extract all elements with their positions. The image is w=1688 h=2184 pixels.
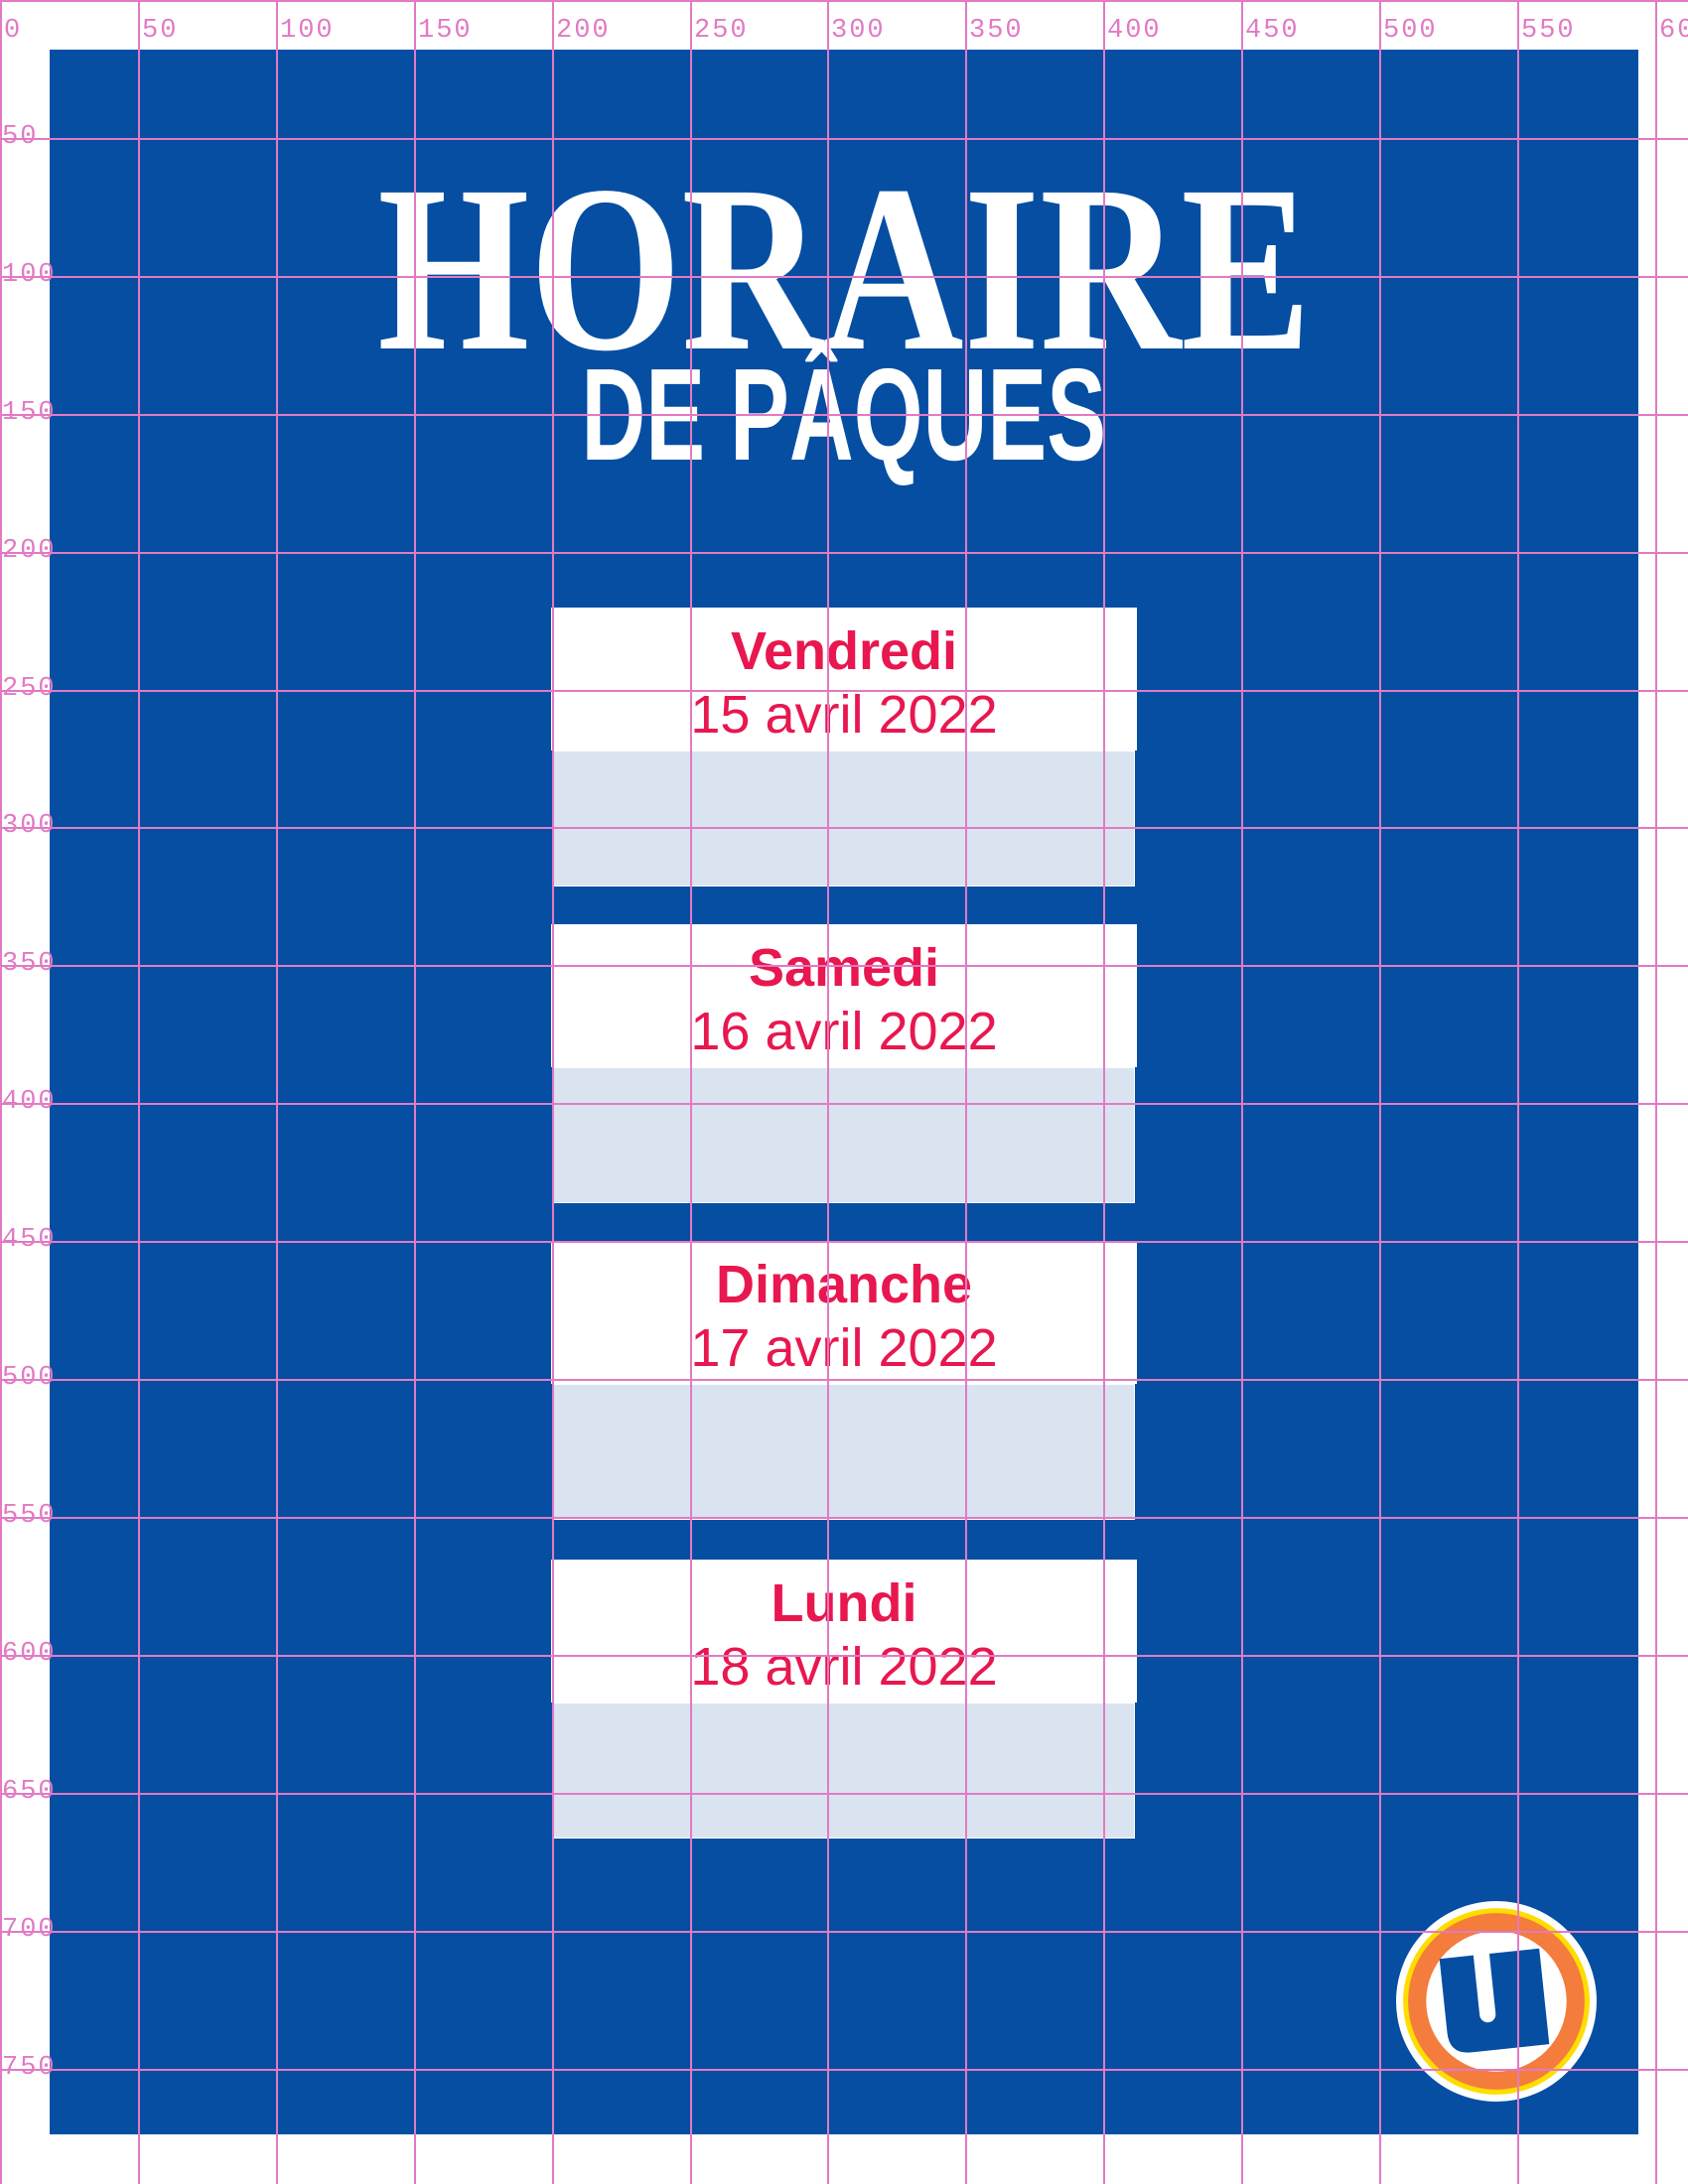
card-header: Vendredi 15 avril 2022 <box>551 608 1137 751</box>
ruler-y-label: 300 <box>2 811 57 841</box>
ruler-y-label: 50 <box>2 122 39 152</box>
hours-area <box>553 1703 1135 1839</box>
ruler-y-label: 600 <box>2 1639 57 1669</box>
ruler-x-label: 250 <box>694 16 749 46</box>
ruler-x-label: 350 <box>969 16 1024 46</box>
ruler-y-label: 400 <box>2 1087 57 1117</box>
day-date: 17 avril 2022 <box>690 1318 998 1378</box>
ruler-y-label: 650 <box>2 1777 57 1807</box>
hours-area <box>553 751 1135 887</box>
ruler-x-label: 500 <box>1383 16 1438 46</box>
day-name: Samedi <box>748 938 940 998</box>
ruler-x-label: 400 <box>1107 16 1162 46</box>
hours-area <box>553 1067 1135 1203</box>
day-name: Lundi <box>771 1573 917 1633</box>
title-horaire: HORAIRE <box>0 149 1688 387</box>
day-date: 18 avril 2022 <box>690 1637 998 1697</box>
ruler-x-label: 0 <box>4 16 23 46</box>
card-header: Samedi 16 avril 2022 <box>551 924 1137 1067</box>
ruler-y-label: 250 <box>2 674 57 704</box>
ruler-x-label: 450 <box>1245 16 1300 46</box>
card-header: Dimanche 17 avril 2022 <box>551 1241 1137 1384</box>
ruler-y-label: 550 <box>2 1501 57 1531</box>
ruler-x-label: 100 <box>280 16 335 46</box>
ruler-y-label: 200 <box>2 536 57 566</box>
ruler-x-label: 150 <box>418 16 473 46</box>
ruler-x-label: 200 <box>556 16 611 46</box>
ruler-x-label: 60 <box>1659 16 1688 46</box>
magasins-u-logo-icon <box>1396 1901 1597 2102</box>
title-sub-text: DE PÂQUES <box>581 341 1107 487</box>
day-name: Vendredi <box>730 621 958 681</box>
day-card-vendredi: Vendredi 15 avril 2022 <box>551 608 1137 887</box>
ruler-y-label: 350 <box>2 949 57 979</box>
hours-area <box>553 1384 1135 1520</box>
ruler-y-label: 700 <box>2 1915 57 1945</box>
ruler-x-label: 50 <box>142 16 179 46</box>
ruler-x-label: 550 <box>1521 16 1576 46</box>
ruler-y-label: 750 <box>2 2053 57 2083</box>
day-card-lundi: Lundi 18 avril 2022 <box>551 1560 1137 1839</box>
day-date: 15 avril 2022 <box>690 685 998 745</box>
day-card-samedi: Samedi 16 avril 2022 <box>551 924 1137 1203</box>
title-main-text: HORAIRE <box>376 136 1312 400</box>
card-header: Lundi 18 avril 2022 <box>551 1560 1137 1703</box>
day-name: Dimanche <box>715 1255 973 1314</box>
day-card-dimanche: Dimanche 17 avril 2022 <box>551 1241 1137 1520</box>
title-de-paques: DE PÂQUES <box>0 349 1688 480</box>
day-date: 16 avril 2022 <box>690 1002 998 1061</box>
ruler-y-label: 450 <box>2 1225 57 1255</box>
ruler-x-label: 300 <box>831 16 886 46</box>
horizontal-guide <box>0 0 1688 2</box>
ruler-y-label: 500 <box>2 1363 57 1393</box>
